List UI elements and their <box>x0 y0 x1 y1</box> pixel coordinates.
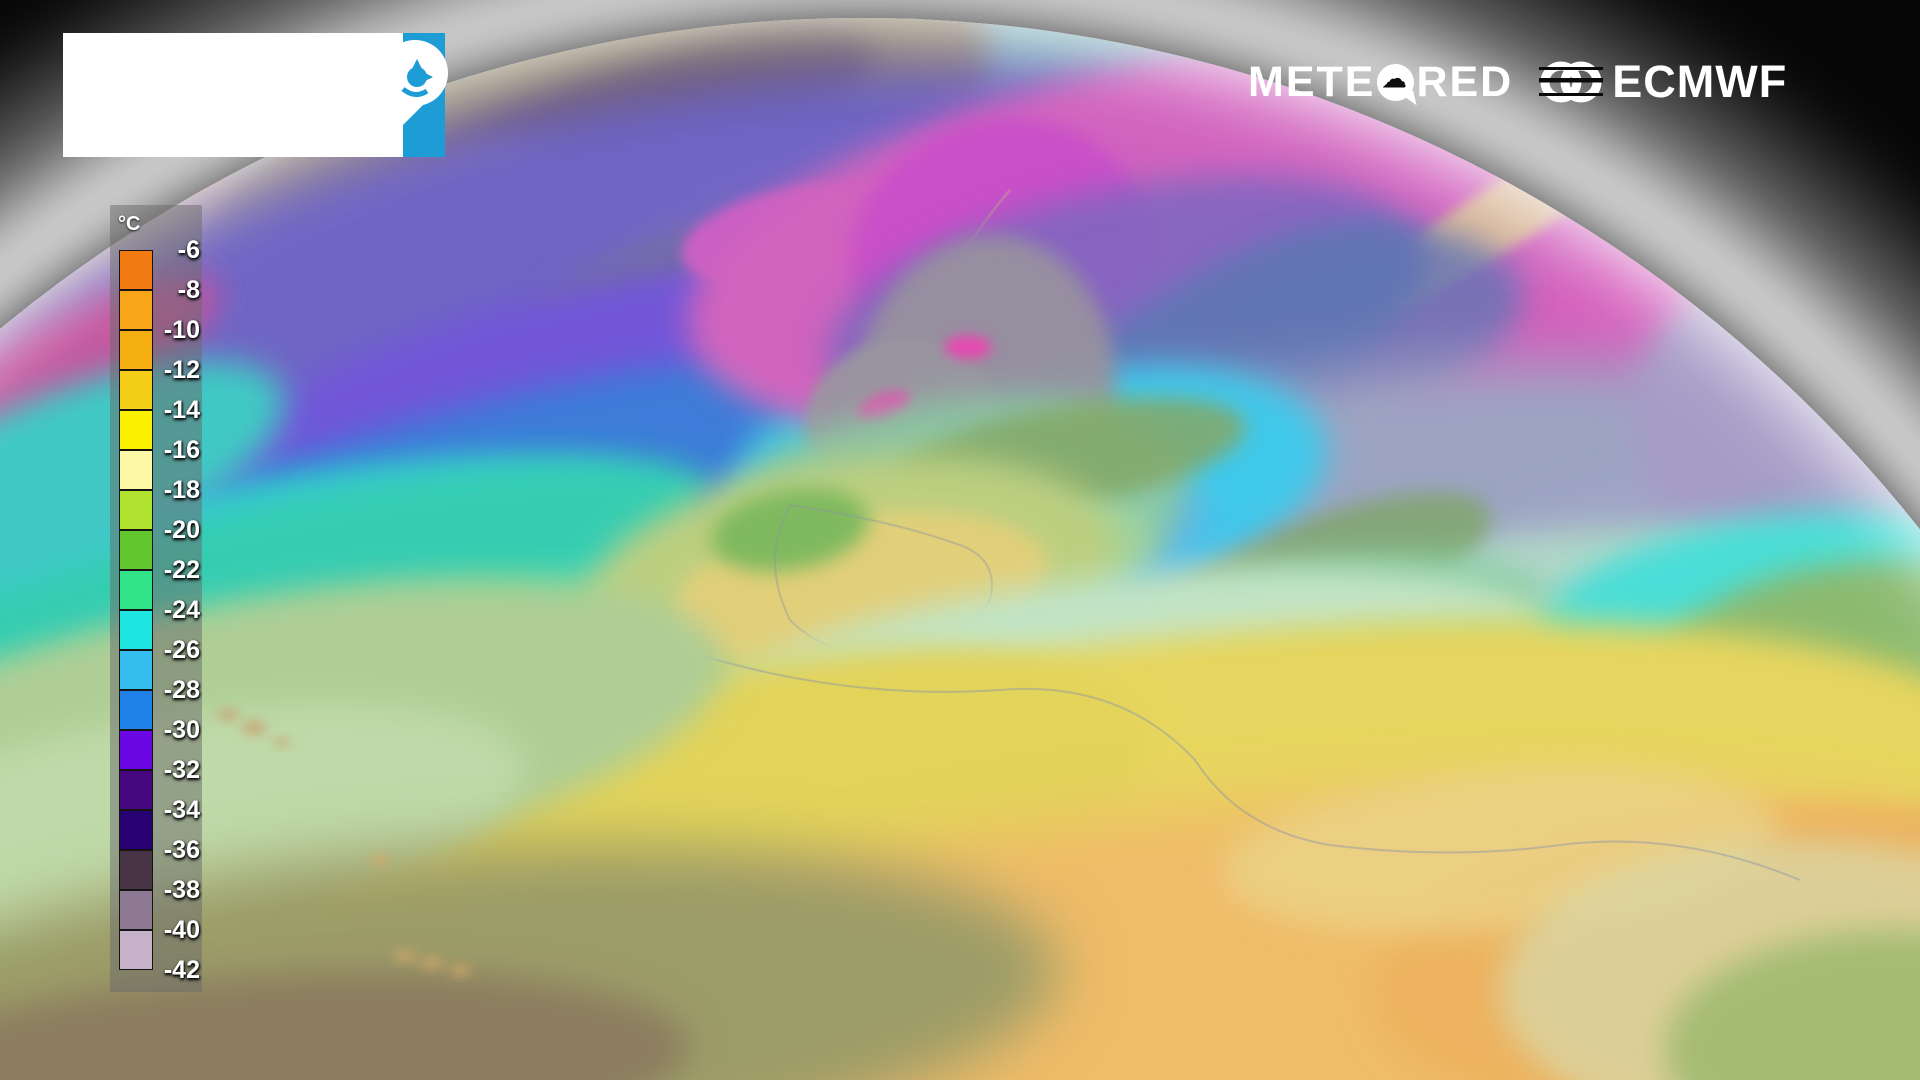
channel-logo-box <box>63 33 448 157</box>
legend-unit-label: °C <box>118 213 141 235</box>
ecmwf-logo: ECMWF <box>1539 56 1787 108</box>
legend-cell <box>119 570 153 610</box>
ecmwf-rings-icon <box>1539 61 1604 103</box>
legend-cell <box>119 370 153 410</box>
legend-tick-label: -30 <box>163 716 200 744</box>
legend-tick-label: -42 <box>163 956 200 984</box>
legend-tick-label: -28 <box>163 676 200 704</box>
meteored-text-right: RED <box>1416 57 1514 106</box>
meteored-logo: METE ☁ RED <box>1248 58 1513 107</box>
speech-bubble-icon <box>382 40 448 139</box>
meteored-text-left: METE <box>1248 57 1376 106</box>
legend-tick-labels: -6 -8 -10 -12 -14 -16 -18 -20 -22 -24 -26 -28 -30 -32… <box>110 205 202 992</box>
legend-tick-label: -6 <box>177 236 200 264</box>
legend-tick-label: -24 <box>163 596 200 624</box>
legend-cell <box>119 610 153 650</box>
legend-tick-label: -34 <box>163 796 200 824</box>
legend-tick-label: -18 <box>163 476 200 504</box>
legend-tick-label: -38 <box>163 876 200 904</box>
legend-cell <box>119 690 153 730</box>
legend-cell <box>119 890 153 930</box>
legend-cell <box>119 730 153 770</box>
legend-cell <box>119 770 153 810</box>
legend-cell <box>119 330 153 370</box>
legend-cell <box>119 490 153 530</box>
brand-bar: METE ☁ RED ECMWF <box>1248 52 1787 112</box>
legend-tick-label: -14 <box>163 396 200 424</box>
legend-color-bar <box>119 250 153 970</box>
legend-tick-label: -16 <box>163 436 200 464</box>
logo-bubble-tile <box>382 33 448 157</box>
legend-tick-label: -8 <box>177 276 200 304</box>
legend-cell <box>119 930 153 970</box>
legend-tick-label: -20 <box>163 516 200 544</box>
legend-tick-label: -40 <box>163 916 200 944</box>
legend-cell <box>119 250 153 290</box>
legend-tick-label: -22 <box>163 556 200 584</box>
meteored-bubble-o-icon: ☁ <box>1377 63 1415 101</box>
legend-cell <box>119 850 153 890</box>
legend-tick-label: -12 <box>163 356 200 384</box>
temperature-legend: °C -6 -8 -10 -12 -14 -16 -18 -20 -22 -24 -26 -28 -30… <box>110 205 202 992</box>
legend-tick-label: -10 <box>163 316 200 344</box>
cloud-icon: ☁ <box>1382 66 1409 94</box>
legend-cell <box>119 450 153 490</box>
legend-cell <box>119 530 153 570</box>
legend-cell <box>119 410 153 450</box>
legend-cell <box>119 650 153 690</box>
legend-cell <box>119 810 153 850</box>
legend-cell <box>119 290 153 330</box>
legend-tick-label: -26 <box>163 636 200 664</box>
legend-tick-label: -32 <box>163 756 200 784</box>
legend-tick-label: -36 <box>163 836 200 864</box>
ecmwf-text: ECMWF <box>1612 56 1788 107</box>
logo-white-area <box>63 33 403 157</box>
